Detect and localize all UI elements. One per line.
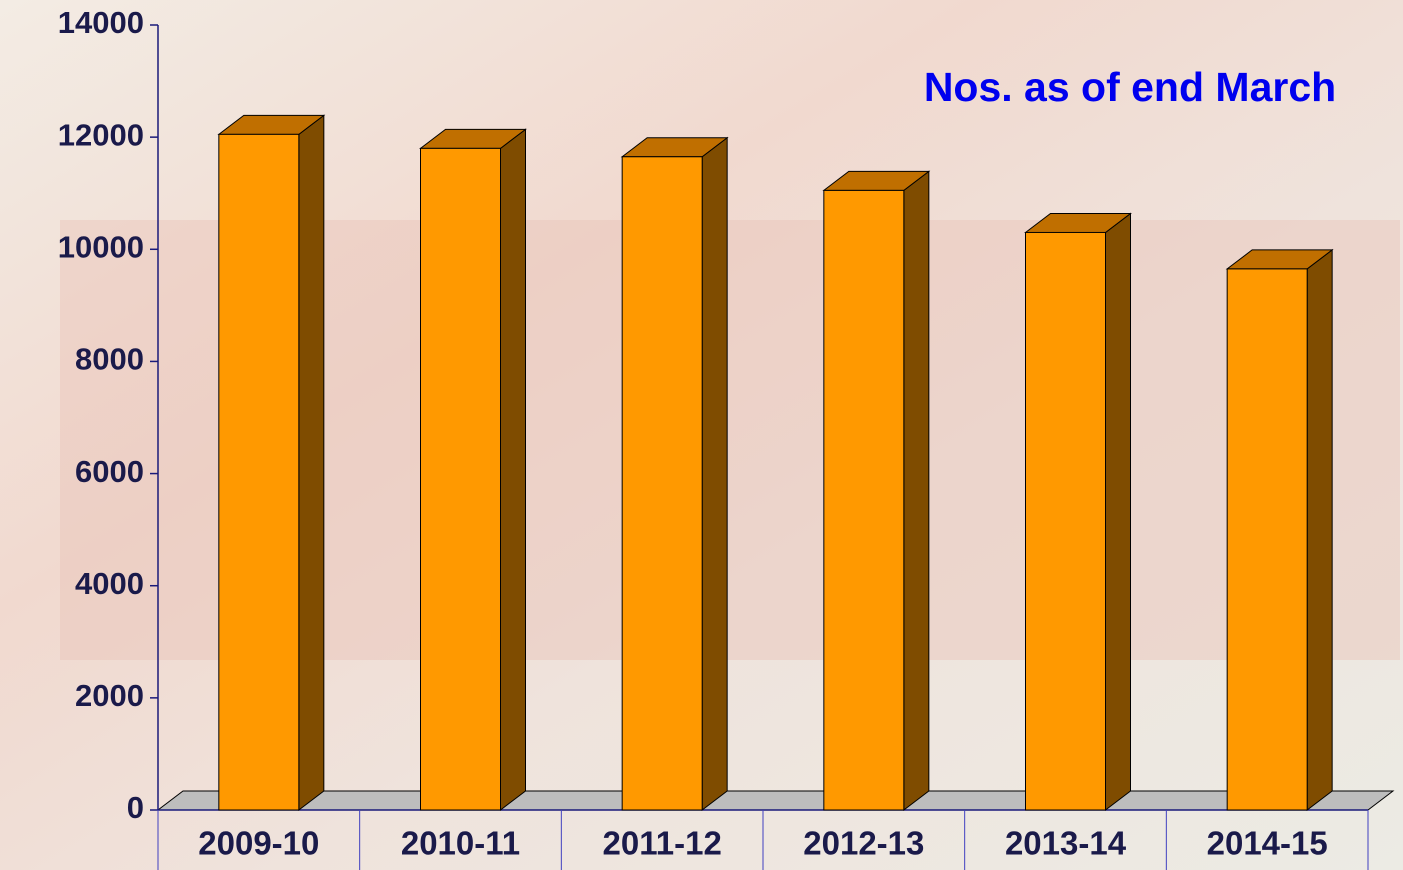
y-tick-label: 8000 bbox=[75, 342, 144, 377]
y-tick-label: 10000 bbox=[58, 229, 144, 264]
bar-side bbox=[701, 136, 728, 812]
y-tick-label: 0 bbox=[127, 790, 144, 825]
bar-side bbox=[1105, 212, 1131, 812]
y-tick-label: 2000 bbox=[75, 678, 144, 713]
bar bbox=[621, 156, 703, 811]
x-tick-label: 2013-14 bbox=[1005, 825, 1127, 862]
x-tick-label: 2012-13 bbox=[803, 825, 924, 862]
bar bbox=[1226, 268, 1308, 811]
x-tick-label: 2010-11 bbox=[401, 825, 520, 862]
y-tick-label: 4000 bbox=[75, 566, 144, 601]
bar-side bbox=[1306, 248, 1333, 812]
x-tick-label: 2011-12 bbox=[603, 825, 722, 862]
bar bbox=[420, 147, 501, 811]
bar bbox=[823, 189, 905, 811]
bar bbox=[218, 133, 300, 811]
annotation: Nos. as of end March bbox=[924, 64, 1336, 110]
floor bbox=[156, 790, 1395, 811]
bar bbox=[1025, 231, 1106, 811]
y-tick-label: 6000 bbox=[75, 454, 144, 489]
bar-side bbox=[500, 128, 526, 812]
x-tick-label: 2014-15 bbox=[1207, 825, 1328, 862]
x-tick-label: 2009-10 bbox=[198, 825, 319, 862]
y-tick-label: 14000 bbox=[58, 5, 144, 40]
bar-side bbox=[903, 170, 930, 812]
bar-side bbox=[298, 114, 325, 812]
y-tick-label: 12000 bbox=[58, 117, 144, 152]
